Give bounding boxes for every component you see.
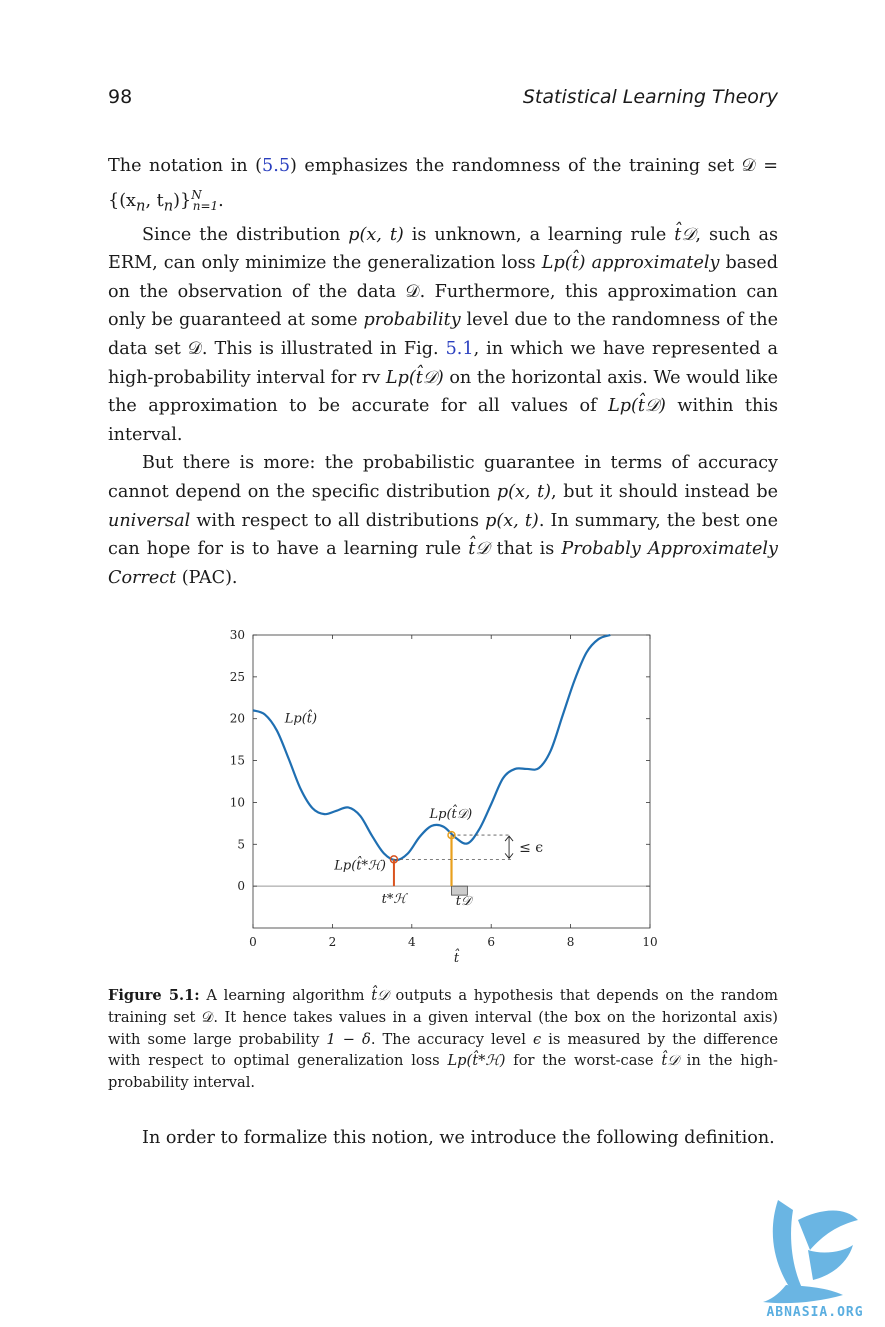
caption-label: Figure 5.1:: [108, 987, 200, 1004]
x-tick-label: 2: [329, 935, 337, 949]
curve-label: Lp(t̂): [284, 709, 317, 727]
epsilon-arrow-head-top: [504, 835, 514, 842]
page-number: 98: [108, 86, 133, 108]
equation-ref[interactable]: 5.5: [262, 156, 291, 176]
point-label-t-D: Lp(t̂𝒟): [429, 804, 473, 822]
y-tick-label: 0: [237, 879, 245, 893]
chapter-title: Statistical Learning Theory: [522, 86, 778, 108]
paragraph-1: The notation in (5.5) emphasizes the ran…: [108, 156, 779, 214]
body-text: The notation in (5.5) emphasizes the ran…: [108, 152, 778, 592]
x-tick-label: 6: [487, 935, 495, 949]
y-tick-label: 25: [230, 670, 245, 684]
epsilon-annotation: ≤ ϵ: [519, 840, 543, 856]
y-tick-label: 15: [230, 754, 245, 768]
epsilon-arrow-head-bottom: [504, 853, 514, 860]
x-tick-label: 0: [249, 935, 257, 949]
y-tick-label: 20: [230, 712, 245, 726]
point-t-D: [447, 830, 456, 840]
watermark-logo: ABNASIA.ORG: [763, 1200, 863, 1320]
griffin-icon: [763, 1200, 858, 1304]
figure-5-1-chart: 0 2 4 6 8 10 0 5 10 15 20 25 30 t̂ Lp(t̂) Lp(t̂*ℋ) Lp(t̂…: [230, 628, 658, 965]
axis-label-t-H: t*ℋ: [382, 892, 409, 907]
interval-box: [451, 885, 468, 896]
x-tick-label: 10: [642, 935, 657, 949]
paragraph-3: But there is more: the probabilistic gua…: [108, 453, 778, 588]
x-tick-label: 8: [567, 935, 575, 949]
point-label-t-H: Lp(t̂*ℋ): [333, 856, 386, 874]
axis-label-t-D: t𝒟: [456, 894, 474, 909]
closing-paragraph: In order to formalize this notion, we in…: [142, 1128, 775, 1148]
running-head: 98 Statistical Learning Theory: [108, 86, 778, 112]
y-tick-label: 10: [230, 795, 245, 809]
watermark-text: ABNASIA.ORG: [766, 1305, 863, 1320]
y-tick-label: 5: [237, 837, 245, 851]
x-tick-label: 4: [408, 935, 416, 949]
plot-frame: [252, 634, 651, 929]
figure-caption: Figure 5.1: A learning algorithm t̂𝒟 out…: [108, 987, 779, 1092]
paragraph-2: Since the distribution p(x, t) is unknow…: [108, 224, 779, 445]
point-t-H: [389, 855, 399, 864]
series-line-Lp: [252, 633, 611, 862]
figure-ref[interactable]: 5.1: [445, 338, 474, 359]
y-tick-label: 30: [230, 628, 245, 642]
x-axis-label: t̂: [454, 948, 460, 965]
